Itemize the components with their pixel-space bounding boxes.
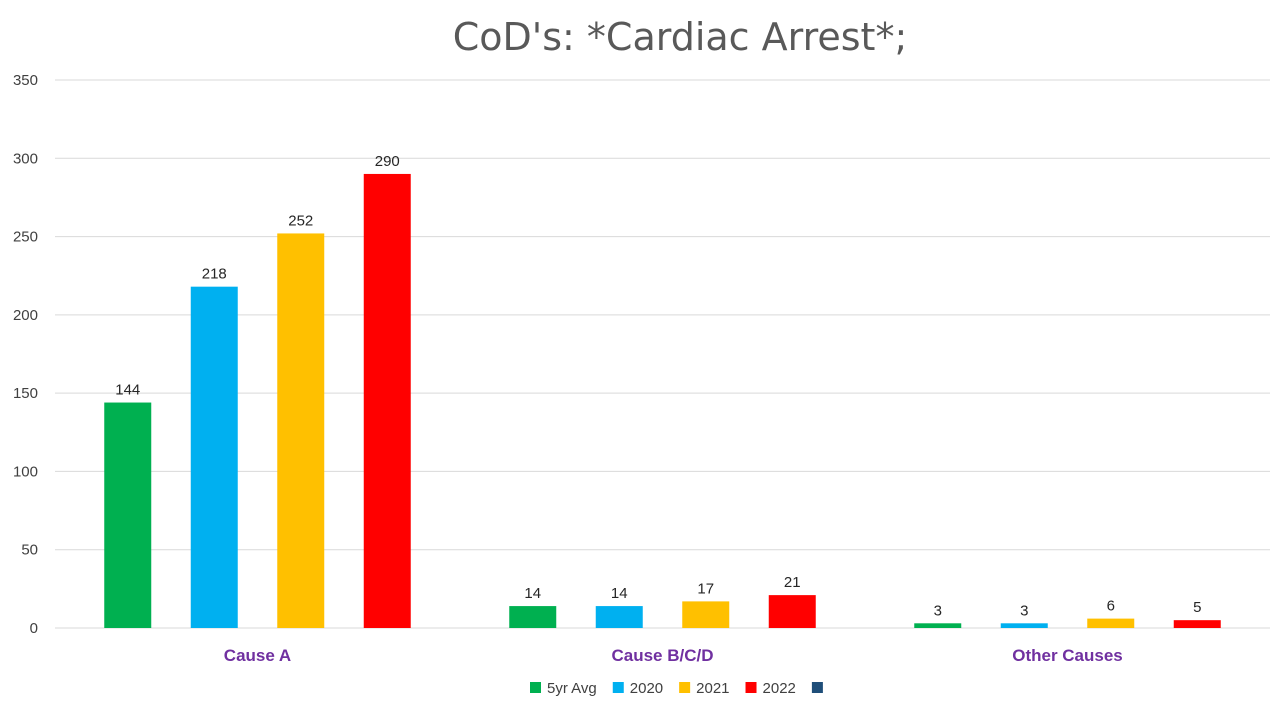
bar-2020-other-causes — [1000, 623, 1048, 628]
legend-swatch — [679, 682, 691, 693]
bar-5yr-avg-other-causes — [914, 623, 962, 628]
data-label: 144 — [115, 382, 140, 399]
data-label: 21 — [784, 574, 801, 591]
data-label: 14 — [524, 585, 541, 602]
legend-label: 2020 — [630, 680, 663, 697]
y-axis-tick-labels: 0 50 100 150 200 250 300 350 — [13, 72, 38, 637]
legend-label: 2021 — [696, 680, 729, 697]
bars — [104, 173, 1221, 628]
category-label: Cause B/C/D — [611, 646, 713, 665]
legend-label: 5yr Avg — [547, 680, 597, 697]
y-tick-label: 300 — [13, 150, 38, 167]
category-label: Other Causes — [1012, 646, 1123, 665]
data-label: 6 — [1107, 598, 1115, 615]
category-labels: Cause A Cause B/C/D Other Causes — [224, 646, 1123, 665]
data-label: 3 — [934, 602, 942, 619]
legend: 5yr Avg 2020 2021 2022 — [530, 680, 823, 697]
y-tick-label: 0 — [30, 620, 38, 637]
y-tick-label: 200 — [13, 307, 38, 324]
bar-2022-other-causes — [1173, 620, 1221, 628]
legend-swatch — [745, 682, 757, 693]
data-label: 3 — [1020, 602, 1028, 619]
bar-5yr-avg-cause-a — [104, 402, 152, 628]
y-tick-label: 50 — [21, 542, 38, 559]
bar-2021-cause-b-c-d — [682, 601, 730, 628]
data-label: 14 — [611, 585, 628, 602]
y-tick-label: 150 — [13, 385, 38, 402]
data-label: 17 — [697, 580, 714, 597]
bar-2022-cause-a — [363, 173, 411, 628]
bar-2021-cause-a — [277, 233, 325, 628]
chart-title: CoD's: *Cardiac Arrest*; — [453, 15, 908, 59]
data-label: 218 — [202, 266, 227, 283]
legend-swatch — [612, 682, 624, 693]
y-tick-label: 350 — [13, 72, 38, 89]
bar-2022-cause-b-c-d — [768, 595, 816, 628]
data-label: 252 — [288, 212, 313, 229]
legend-label: 2022 — [763, 680, 796, 697]
bar-2020-cause-b-c-d — [595, 606, 643, 628]
bar-2021-other-causes — [1087, 618, 1135, 628]
legend-swatch — [811, 682, 823, 693]
bar-2020-cause-a — [190, 286, 238, 628]
data-label: 5 — [1193, 599, 1201, 616]
data-label: 290 — [375, 153, 400, 170]
gridlines — [55, 79, 1270, 629]
data-labels: 144 218 252 290 14 14 17 21 3 3 6 5 — [115, 153, 1201, 619]
legend-swatch — [530, 682, 541, 693]
bar-5yr-avg-cause-b-c-d — [509, 606, 557, 628]
y-tick-label: 250 — [13, 229, 38, 246]
y-tick-label: 100 — [13, 463, 38, 480]
category-label: Cause A — [224, 646, 291, 665]
